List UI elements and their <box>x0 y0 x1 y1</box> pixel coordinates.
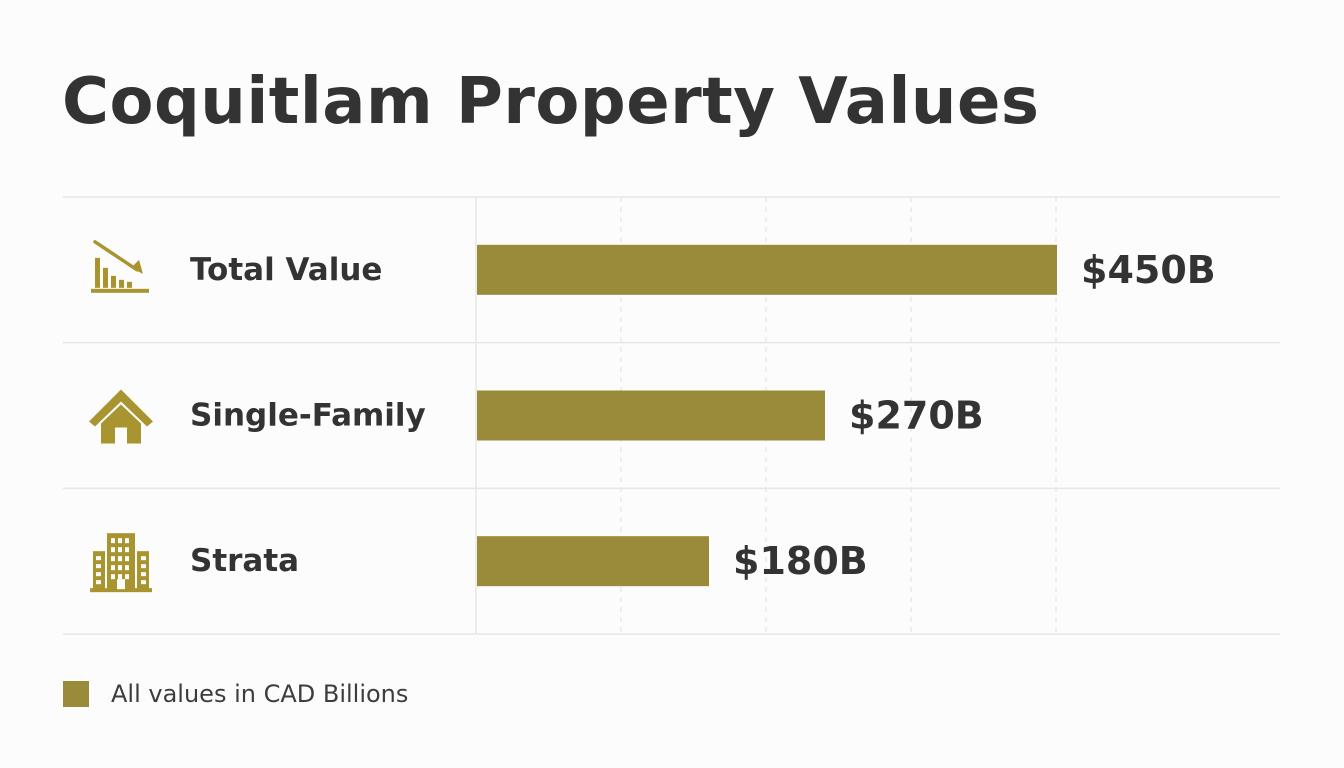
icon-entrance <box>117 579 125 590</box>
icon-bar <box>95 257 100 288</box>
value-label: $270B <box>849 394 984 438</box>
icon-window <box>111 574 115 580</box>
icon-bar <box>119 279 124 288</box>
icon-window <box>111 556 115 562</box>
legend-label: All values in CAD Billions <box>111 680 409 708</box>
chart-title: Coquitlam Property Values <box>62 65 1040 139</box>
apartment-building-icon <box>90 533 152 593</box>
legend: All values in CAD Billions <box>63 680 408 708</box>
icon-window <box>118 556 122 562</box>
icon-walls <box>101 404 141 444</box>
category-label: Strata <box>190 543 299 579</box>
icon-bar <box>127 281 132 288</box>
category-label: Total Value <box>190 252 382 288</box>
icon-wing-right <box>137 551 149 590</box>
icon-window <box>125 547 129 553</box>
icon-window <box>125 574 129 580</box>
legend-swatch <box>63 681 89 707</box>
bar <box>477 244 1057 295</box>
value-label: $450B <box>1081 248 1216 292</box>
icon-window <box>111 565 115 571</box>
icon-ground <box>90 588 152 593</box>
declining-bar-chart-icon <box>91 240 149 293</box>
value-label: $180B <box>733 539 868 583</box>
icon-trend-line <box>93 240 139 272</box>
icon-window <box>141 572 146 577</box>
icon-window <box>111 547 115 553</box>
icon-window <box>125 565 129 571</box>
icon-window <box>96 572 101 577</box>
icon-window <box>96 556 101 561</box>
icon-window <box>118 547 122 553</box>
icon-roof <box>89 389 153 427</box>
house-icon <box>89 389 153 444</box>
icon-window <box>118 538 122 544</box>
icon-door <box>115 427 127 444</box>
category-label: Single-Family <box>190 398 426 434</box>
icon-arrowhead <box>131 259 143 274</box>
bar <box>477 390 825 441</box>
bar <box>477 536 709 587</box>
icon-window <box>141 564 146 569</box>
icon-window <box>96 564 101 569</box>
icon-window <box>96 580 101 585</box>
icon-window <box>118 574 122 580</box>
icon-bar <box>111 275 116 288</box>
icon-window <box>125 538 129 544</box>
icon-bar <box>103 267 108 288</box>
icon-window <box>118 565 122 571</box>
icon-window <box>141 556 146 561</box>
icon-window <box>125 556 129 562</box>
icon-wing-left <box>93 551 105 590</box>
icon-window <box>111 538 115 544</box>
icon-window <box>141 580 146 585</box>
icon-baseline <box>91 288 149 293</box>
